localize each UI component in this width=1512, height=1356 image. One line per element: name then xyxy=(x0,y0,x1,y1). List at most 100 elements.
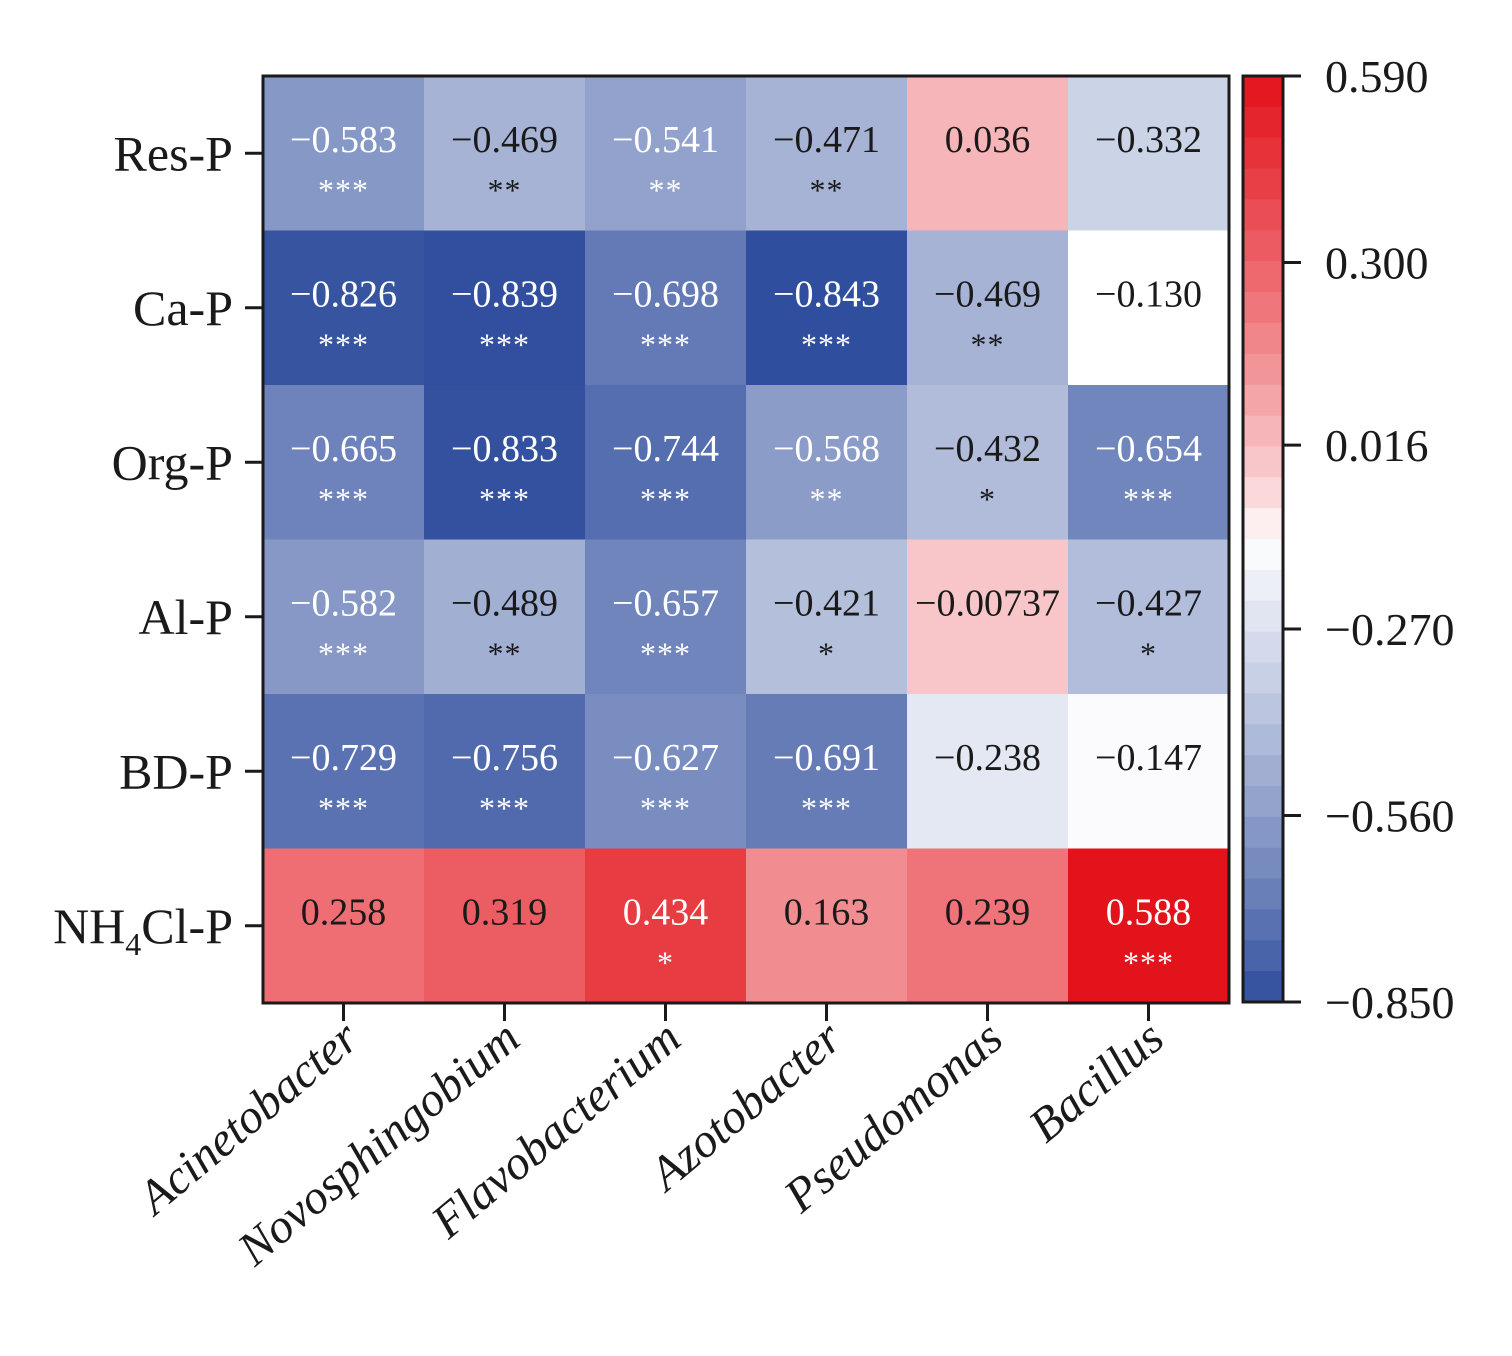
cell-value-label: −0.729 xyxy=(290,737,397,779)
heatmap-cell xyxy=(263,76,425,232)
colorbar-swatch xyxy=(1243,199,1283,231)
cell-significance-label: *** xyxy=(479,481,530,517)
row-axis: Res-P Ca-P Org-P Al-P BD-P NH4Cl-P xyxy=(53,125,263,962)
cell-value-label: −0.582 xyxy=(290,583,397,625)
column-axis: AcinetobacterNovosphingobiumFlavobacteri… xyxy=(126,1003,1174,1277)
row-label: Ca-P xyxy=(133,280,233,336)
cell-value-label: 0.434 xyxy=(623,892,709,934)
colorbar-swatch xyxy=(1243,353,1283,386)
cell-significance-label: ** xyxy=(488,636,522,672)
cell-value-label: −0.843 xyxy=(773,274,880,316)
plot-frame xyxy=(261,74,1231,1005)
colorbar-swatch xyxy=(1243,415,1283,447)
cell-significance-label: * xyxy=(657,945,674,981)
cell-significance-label: *** xyxy=(801,327,852,363)
row-label: Org-P xyxy=(112,434,233,490)
cell-value-label: −0.568 xyxy=(773,428,880,470)
cell-value-label: −0.665 xyxy=(290,428,397,470)
heatmap-cell xyxy=(263,848,425,1004)
heatmap-cell xyxy=(746,230,908,386)
heatmap-cell xyxy=(746,539,908,695)
colorbar-swatch xyxy=(1243,662,1283,694)
heatmap-cell xyxy=(1068,385,1230,541)
cell-significance-label: *** xyxy=(479,327,530,363)
heatmap-cell xyxy=(585,539,747,695)
cell-value-label: 0.036 xyxy=(945,119,1031,161)
colorbar-swatch xyxy=(1243,816,1283,849)
cell-value-label: −0.744 xyxy=(612,428,719,470)
heatmap-cell xyxy=(1068,76,1230,232)
heatmap-cells xyxy=(263,76,1230,1004)
heatmap-cell xyxy=(585,385,747,541)
cell-value-label: −0.698 xyxy=(612,274,719,316)
cell-significance-label: *** xyxy=(318,327,369,363)
colorbar-swatch xyxy=(1243,971,1283,1003)
cell-significance-label: * xyxy=(979,481,996,517)
colorbar-swatch xyxy=(1243,261,1283,293)
colorbar-swatch xyxy=(1243,137,1283,170)
cell-value-label: −0.469 xyxy=(451,119,558,161)
heatmap-cell xyxy=(585,76,747,232)
cell-value-label: 0.588 xyxy=(1106,892,1192,934)
colorbar-tick-label: −0.270 xyxy=(1325,604,1454,655)
cell-value-label: −0.00737 xyxy=(915,583,1060,625)
cell-value-label: −0.541 xyxy=(612,119,719,161)
heatmap-cell xyxy=(424,76,586,232)
cell-significance-label: ** xyxy=(810,172,844,208)
heatmap-cell xyxy=(424,694,586,850)
colorbar-swatch xyxy=(1243,230,1283,262)
heatmap-cell xyxy=(1068,694,1230,850)
row-label: Al-P xyxy=(139,589,233,645)
colorbar-swatch xyxy=(1243,755,1283,787)
cell-value-label: −0.627 xyxy=(612,737,719,779)
heatmap-cell xyxy=(263,694,425,850)
colorbar-tick-label: 0.300 xyxy=(1325,237,1429,288)
cell-value-label: 0.319 xyxy=(462,892,548,934)
heatmap-cell xyxy=(746,694,908,850)
colorbar-swatch xyxy=(1243,785,1283,818)
cell-significance-label: ** xyxy=(649,172,683,208)
colorbar-tick-label: 0.590 xyxy=(1325,51,1429,102)
heatmap-cell xyxy=(907,76,1069,232)
colorbar-swatch xyxy=(1243,322,1283,355)
row-label: BD-P xyxy=(119,743,233,799)
column-label: Bacillus xyxy=(1019,1011,1174,1153)
cell-value-label: 0.239 xyxy=(945,892,1031,934)
colorbar-frame xyxy=(1241,74,1285,1004)
cell-value-label: 0.163 xyxy=(784,892,870,934)
cell-value-label: 0.258 xyxy=(301,892,387,934)
heatmap-cell xyxy=(746,385,908,541)
heatmap-cell xyxy=(424,230,586,386)
cell-value-label: −0.238 xyxy=(934,737,1041,779)
colorbar-swatch xyxy=(1243,847,1283,880)
heatmap-cell xyxy=(585,694,747,850)
colorbar-swatch xyxy=(1243,384,1283,417)
colorbar-swatch xyxy=(1243,106,1283,139)
cell-value-label: −0.826 xyxy=(290,274,397,316)
cell-value-label: −0.756 xyxy=(451,737,558,779)
column-label: Novosphingobium xyxy=(227,1011,529,1277)
colorbar-swatch xyxy=(1243,693,1283,725)
cell-significance-label: ** xyxy=(971,327,1005,363)
heatmap-cell xyxy=(1068,230,1230,386)
row-label: NH4Cl-P xyxy=(53,898,233,962)
cell-value-label: −0.432 xyxy=(934,428,1041,470)
heatmap-cell xyxy=(585,230,747,386)
cell-value-label: −0.839 xyxy=(451,274,558,316)
cell-value-label: −0.654 xyxy=(1095,428,1202,470)
heatmap-cell xyxy=(1068,848,1230,1004)
heatmap-cell xyxy=(263,230,425,386)
cell-significance-label: *** xyxy=(318,636,369,672)
colorbar-swatch xyxy=(1243,600,1283,633)
cell-significance-label: *** xyxy=(318,790,369,826)
cell-significance-label: * xyxy=(1140,636,1157,672)
cell-significance-label: *** xyxy=(640,790,691,826)
cell-value-label: −0.691 xyxy=(773,737,880,779)
heatmap-cell xyxy=(585,848,747,1004)
cell-significance-label: *** xyxy=(318,172,369,208)
row-label: Res-P xyxy=(114,125,233,181)
colorbar: 0.590 0.300 0.016 −0.270 −0.560 −0.850 xyxy=(1241,51,1454,1028)
heatmap-cell xyxy=(746,848,908,1004)
cell-value-label: −0.427 xyxy=(1095,583,1202,625)
